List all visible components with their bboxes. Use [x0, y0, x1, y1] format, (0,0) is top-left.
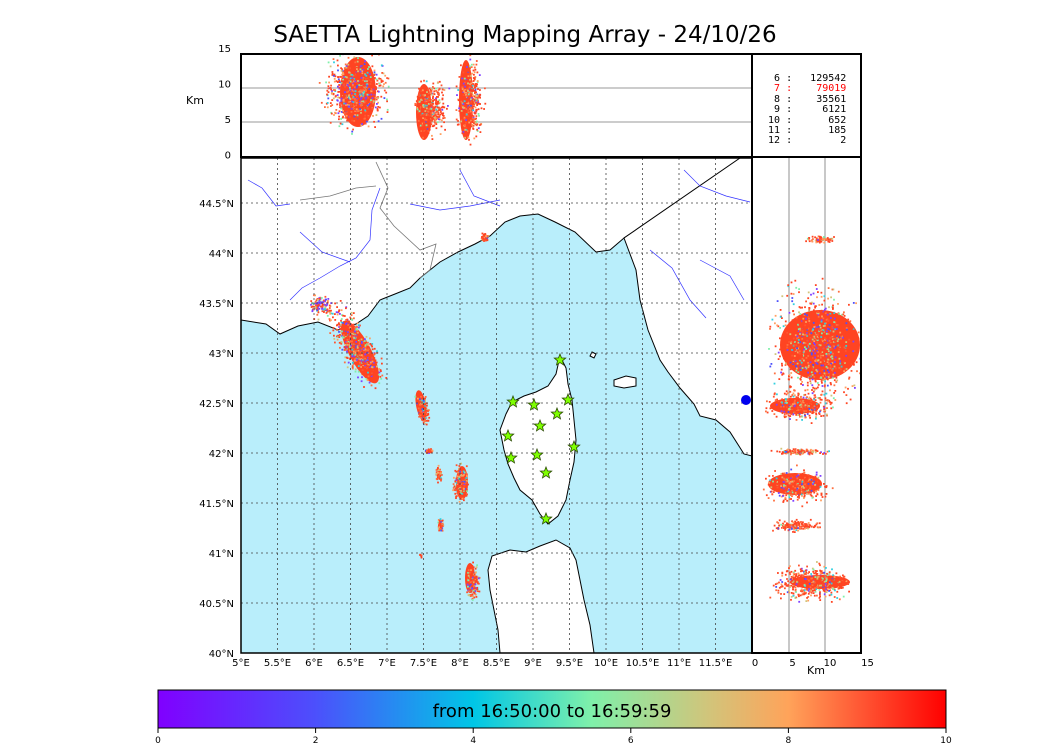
side-tick-label: 0	[752, 658, 758, 669]
side-altitude-panel	[751, 156, 862, 654]
lat-tick-label: 41.5°N	[199, 499, 234, 510]
altitude-tick-label: 5	[225, 115, 231, 126]
stations	[501, 352, 581, 525]
station-count-row: 12 : 2	[756, 135, 847, 147]
land-masses	[241, 158, 752, 653]
lon-tick-label: 6.5°E	[337, 658, 364, 669]
star-icon	[501, 428, 515, 442]
island-capraia	[589, 351, 597, 359]
lat-tick-label: 44°N	[209, 249, 234, 260]
altitude-lightning-points	[318, 54, 487, 146]
colorbar-tick-label: 0	[155, 736, 161, 746]
lat-tick-label: 43°N	[209, 349, 234, 360]
sardinia	[487, 539, 595, 653]
lon-tick-label: 9.5°E	[556, 658, 583, 669]
lat-tick-label: 40.5°N	[199, 599, 234, 610]
side-tick-label: 10	[824, 658, 837, 669]
star-icon	[539, 511, 553, 525]
side-tick-label: 15	[861, 658, 874, 669]
station-count-row: 9 : 6121	[756, 104, 847, 116]
star-icon	[539, 465, 553, 479]
lon-tick-label: 10.5°E	[626, 658, 660, 669]
colorbar-label: from 16:50:00 to 16:59:59	[432, 701, 672, 722]
lat-tick-label: 43.5°N	[199, 299, 234, 310]
altitude-tick-label: 15	[218, 44, 231, 55]
star-icon	[533, 418, 547, 432]
side-axis-label: Km	[807, 664, 825, 677]
colorbar-tick-label: 10	[940, 736, 952, 746]
star-icon	[561, 392, 575, 406]
colorbar-tick-label: 4	[470, 736, 476, 746]
lon-tick-label: 9°E	[524, 658, 542, 669]
star-icon	[530, 447, 544, 461]
station-count-row: 11 : 185	[756, 125, 847, 137]
rivers	[247, 169, 751, 319]
side-tick-label: 5	[789, 658, 795, 669]
map-grid	[241, 158, 752, 653]
map-panel	[240, 157, 753, 654]
star-icon	[567, 439, 581, 453]
lat-tick-label: 42.5°N	[199, 399, 234, 410]
chart-title: SAETTA Lightning Mapping Array - 24/10/2…	[273, 22, 777, 48]
lon-tick-label: 11°E	[667, 658, 691, 669]
station-count-row: 7 : 79019	[756, 83, 847, 95]
map-lightning-points	[310, 232, 490, 601]
lat-tick-label: 44.5°N	[199, 199, 234, 210]
colorbar-tick-label: 2	[313, 736, 319, 746]
italy-coast	[623, 158, 752, 457]
station-count-row: 8 : 35561	[756, 93, 847, 105]
lon-tick-label: 8.5°E	[483, 658, 510, 669]
colorbar-tick-label: 6	[628, 736, 634, 746]
lat-tick-label: 40°N	[209, 649, 234, 660]
colorbar	[157, 689, 947, 729]
lat-tick-label: 41°N	[209, 549, 234, 560]
altitude-tick-label: 0	[225, 151, 231, 162]
star-icon	[553, 352, 567, 366]
corsica	[499, 354, 577, 525]
elba	[613, 375, 637, 389]
star-icon	[550, 406, 564, 420]
station-count-row: 6 : 129542	[756, 73, 847, 84]
side-lightning-points	[762, 235, 861, 603]
station-count-list: 6 : 129542 7 : 79019 8 : 35561 9 : 6121 …	[756, 73, 856, 147]
lat-tick-label: 42°N	[209, 449, 234, 460]
lon-tick-label: 10°E	[594, 658, 618, 669]
station-count-row: 10 : 652	[756, 114, 847, 126]
altitude-axis-label: Km	[186, 94, 204, 107]
star-icon	[504, 450, 518, 464]
star-icon	[527, 397, 541, 411]
lon-tick-label: 5.5°E	[264, 658, 291, 669]
altitude-tick-label: 10	[218, 80, 231, 91]
star-icon	[506, 394, 520, 408]
lon-tick-label: 6°E	[305, 658, 323, 669]
lon-tick-label: 7.5°E	[410, 658, 437, 669]
lon-tick-label: 5°E	[232, 658, 250, 669]
lon-tick-label: 8°E	[451, 658, 469, 669]
station-count-box	[751, 53, 862, 158]
colorbar-tick-label: 8	[786, 736, 792, 746]
map-edge-marker	[741, 395, 751, 405]
altitude-panel	[240, 53, 753, 158]
lon-tick-label: 7°E	[378, 658, 396, 669]
lon-tick-label: 11.5°E	[699, 658, 733, 669]
colorbar-ticks: 0 2 4 6 8 10	[155, 728, 952, 746]
